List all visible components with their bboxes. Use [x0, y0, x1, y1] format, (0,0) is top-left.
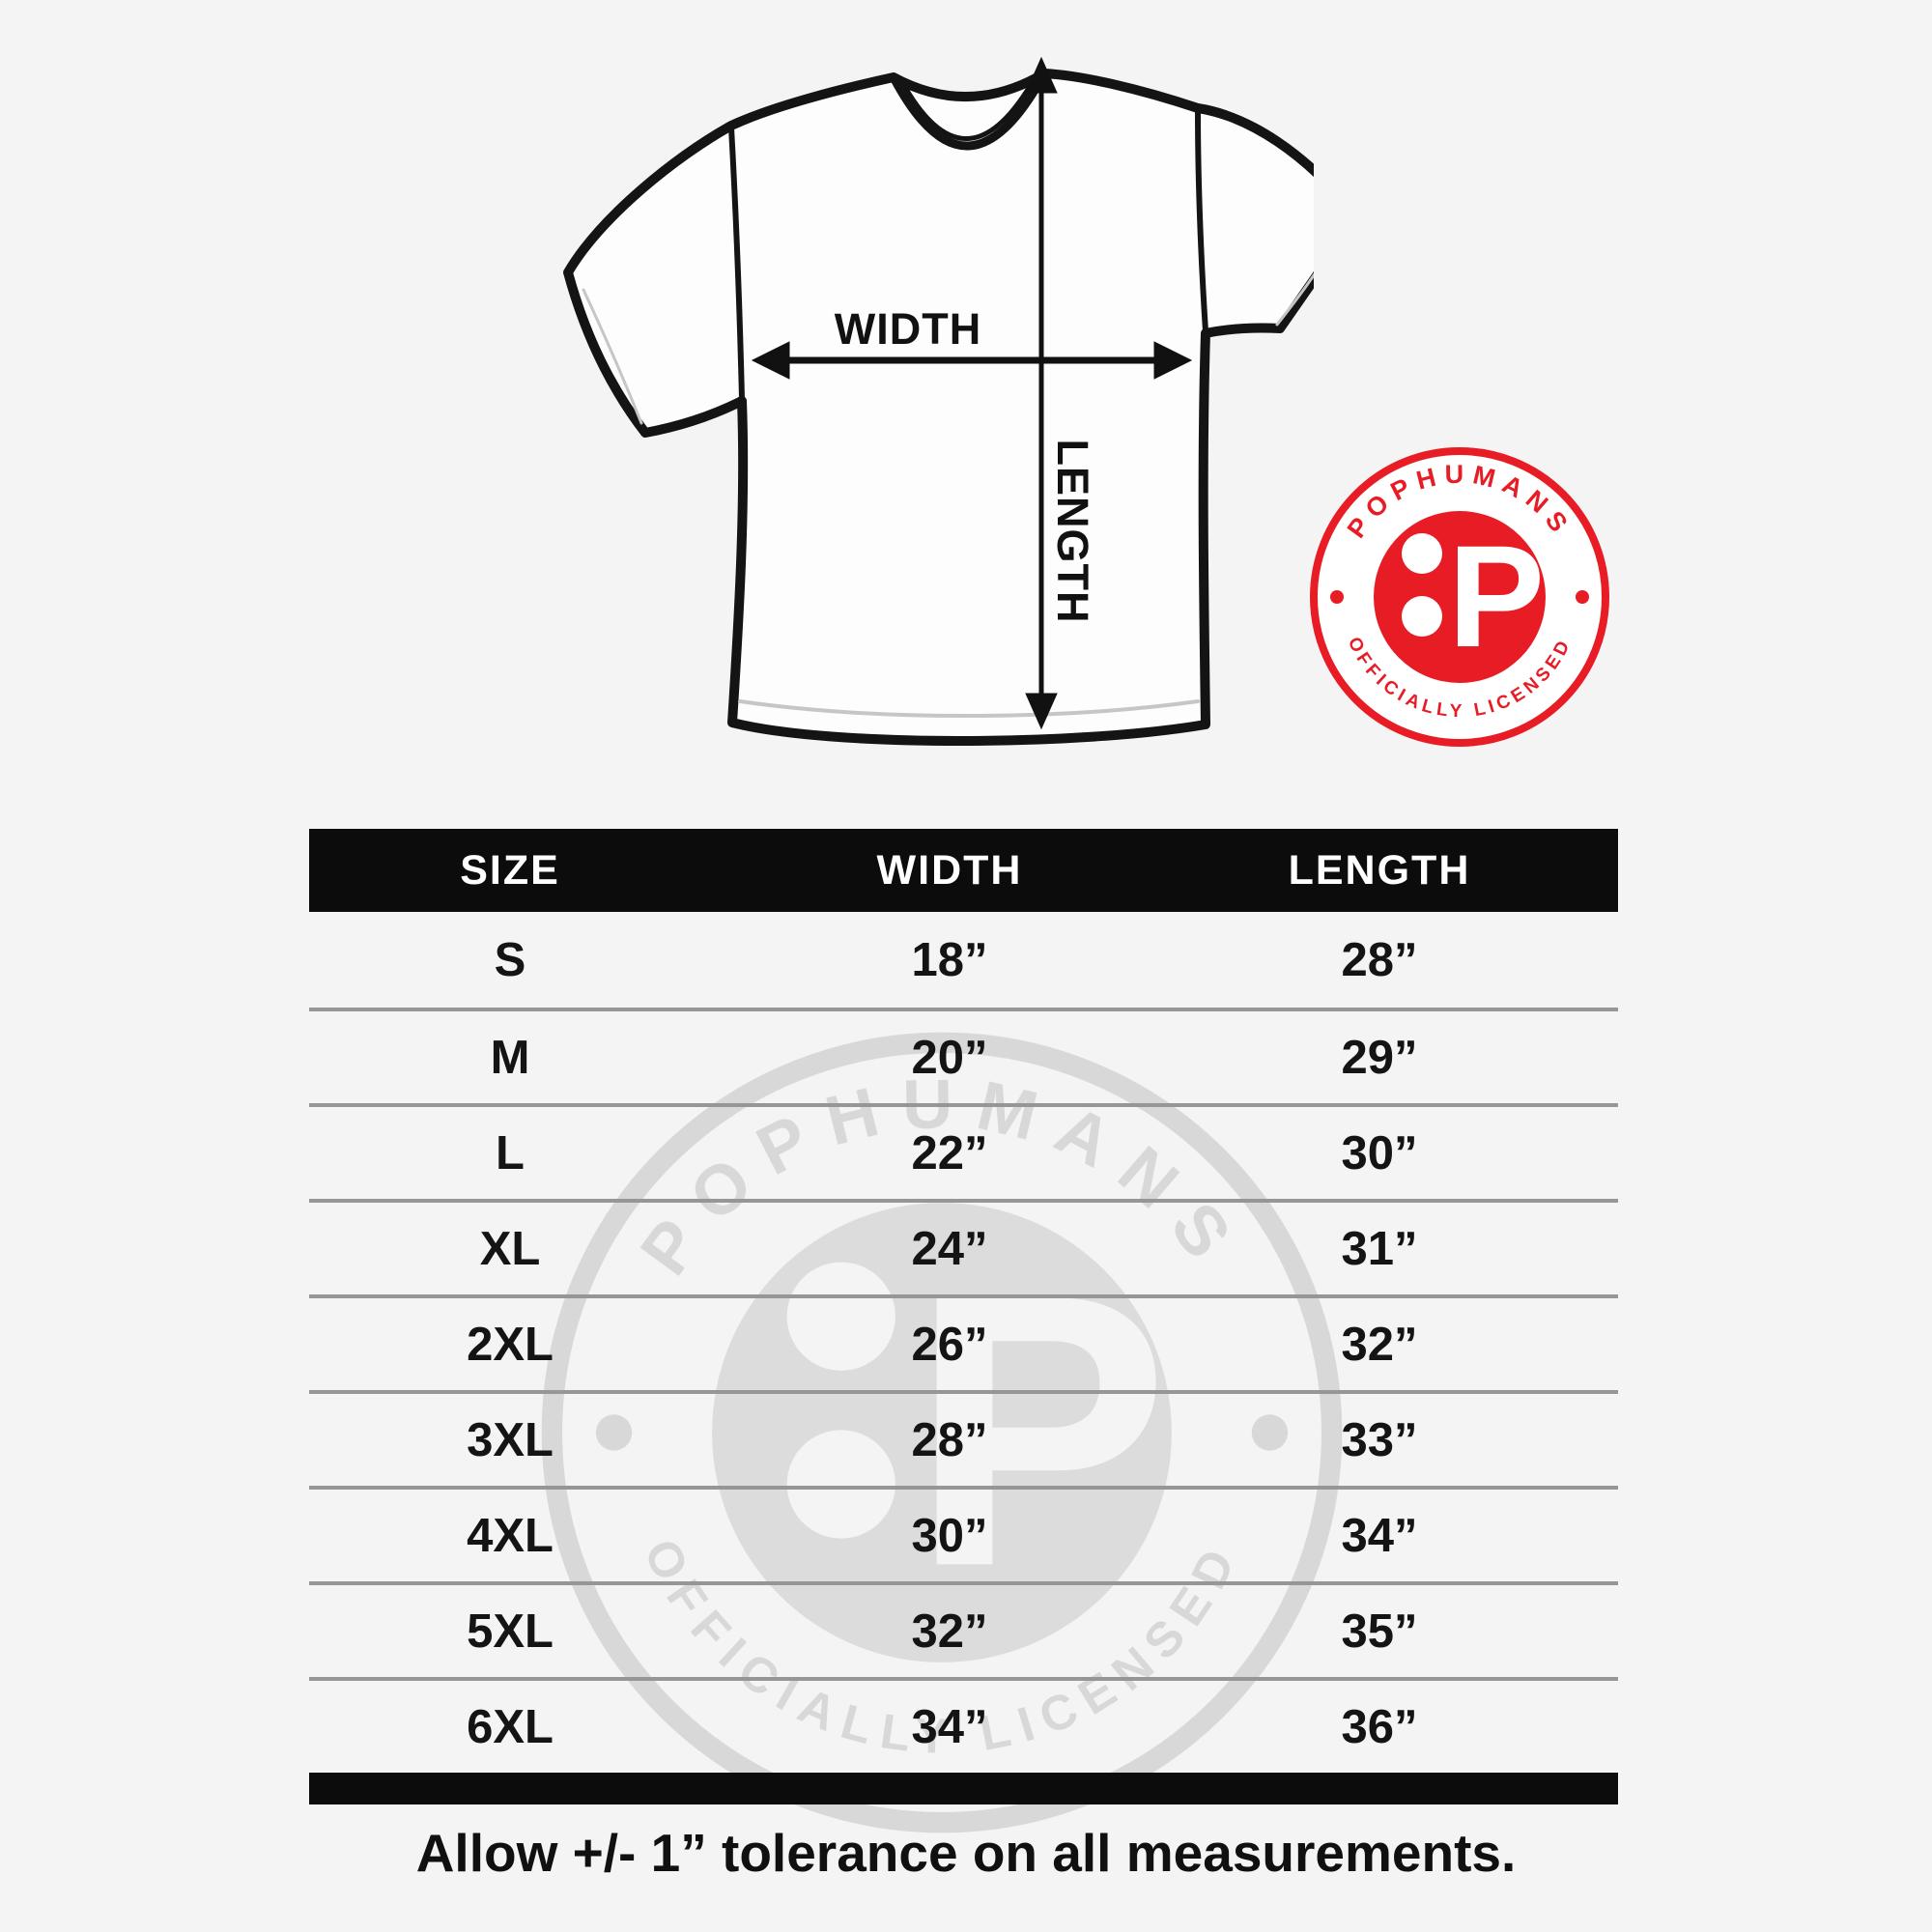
size-cell: 4XL — [467, 1509, 554, 1562]
length-dimension-label: LENGTH — [1048, 440, 1097, 624]
table-row: 3XL 28” 33” — [309, 1390, 1618, 1486]
size-cell: XL — [479, 1222, 541, 1275]
left-cuff-fold-line — [582, 288, 643, 425]
length-arrow-top-head — [1025, 56, 1058, 94]
length-cell: 34” — [1341, 1509, 1418, 1562]
left-sleeve-seam — [728, 125, 745, 402]
right-sleeve-seam — [1195, 107, 1208, 334]
collar-outer-line — [889, 69, 1049, 151]
tshirt-outline — [563, 69, 1314, 746]
watermark-monogram: P — [911, 1213, 1169, 1646]
watermark-colon-dot-top — [786, 1262, 895, 1371]
size-cell: 6XL — [467, 1700, 554, 1753]
length-cell: 32” — [1341, 1318, 1418, 1371]
width-arrow-right-head — [1153, 341, 1193, 380]
length-cell: 33” — [1341, 1413, 1418, 1466]
width-cell: 28” — [911, 1413, 988, 1466]
table-row: S 18” 28” — [309, 912, 1618, 1008]
length-cell: 29” — [1341, 1031, 1418, 1084]
length-cell: 36” — [1341, 1700, 1418, 1753]
header-width: WIDTH — [876, 846, 1023, 894]
size-cell: 5XL — [467, 1605, 554, 1658]
table-row: M 20” 29” — [309, 1008, 1618, 1103]
table-row: L 22” 30” — [309, 1103, 1618, 1199]
width-cell: 24” — [911, 1222, 988, 1275]
width-cell: 32” — [911, 1605, 988, 1658]
header-size: SIZE — [460, 846, 560, 894]
table-row: XL 24” 31” — [309, 1199, 1618, 1294]
length-cell: 28” — [1341, 933, 1418, 986]
badge-colon-dot-bottom — [1402, 596, 1442, 637]
badge-monogram: P — [1448, 515, 1545, 677]
badge-left-dot — [1330, 590, 1344, 604]
width-cell: 34” — [911, 1700, 988, 1753]
size-cell: L — [496, 1126, 525, 1179]
size-cell: M — [490, 1031, 530, 1084]
tshirt-diagram: WIDTH LENGTH — [563, 56, 1314, 746]
width-cell: 30” — [911, 1509, 988, 1562]
header-length: LENGTH — [1288, 846, 1471, 894]
watermark-right-dot — [1251, 1414, 1289, 1451]
table-row: 4XL 30” 34” — [309, 1486, 1618, 1581]
table-bottom-bar — [309, 1773, 1618, 1804]
width-cell: 20” — [911, 1031, 988, 1084]
watermark-colon-dot-bottom — [786, 1430, 895, 1539]
length-cell: 30” — [1341, 1126, 1418, 1179]
hem-fold-line — [738, 699, 1200, 719]
watermark-ring — [541, 1032, 1343, 1833]
width-dimension-label: WIDTH — [835, 304, 981, 354]
watermark-seal: P POPHUMANS OFFICIALLY LICENSED — [541, 1032, 1343, 1833]
width-cell: 18” — [911, 933, 988, 986]
table-row: 6XL 34” 36” — [309, 1677, 1618, 1773]
length-cell: 31” — [1341, 1222, 1418, 1275]
size-cell: 3XL — [467, 1413, 554, 1466]
table-row: 2XL 26” 32” — [309, 1294, 1618, 1390]
table-row: 5XL 32” 35” — [309, 1581, 1618, 1677]
badge-right-dot — [1576, 590, 1589, 604]
size-table-header: SIZE WIDTH LENGTH — [309, 829, 1618, 912]
watermark-left-dot — [595, 1414, 633, 1451]
width-cell: 26” — [911, 1318, 988, 1371]
width-cell: 22” — [911, 1126, 988, 1179]
pophumans-official-badge: P POPHUMANS OFFICIALLY LICENSED — [1310, 447, 1609, 747]
right-cuff-fold-line — [1275, 272, 1314, 327]
size-cell: S — [494, 933, 526, 986]
size-cell: 2XL — [467, 1318, 554, 1371]
collar-inner-line — [903, 80, 1035, 141]
watermark-disc — [712, 1203, 1172, 1662]
length-cell: 35” — [1341, 1605, 1418, 1658]
length-arrow-bottom-head — [1025, 693, 1058, 730]
width-arrow-left-head — [751, 341, 790, 380]
size-table-body: S 18” 28” M 20” 29” L 22” 30” XL 24” 31”… — [309, 912, 1618, 1773]
tolerance-note: Allow +/- 1” tolerance on all measuremen… — [415, 1823, 1517, 1883]
badge-colon-dot-top — [1402, 533, 1442, 574]
